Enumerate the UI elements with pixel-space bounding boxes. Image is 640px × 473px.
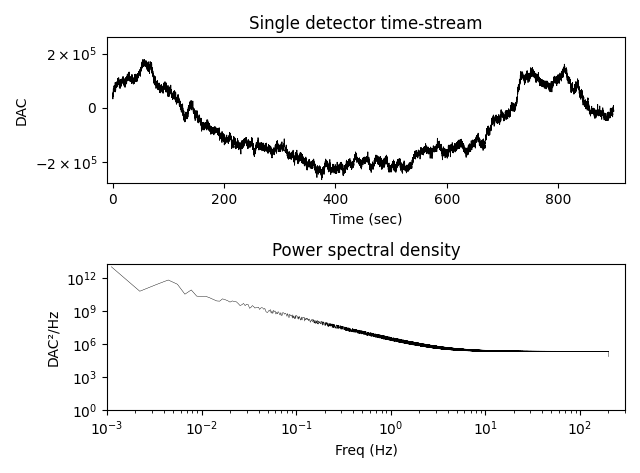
X-axis label: Freq (Hz): Freq (Hz)	[335, 444, 397, 458]
Title: Single detector time-stream: Single detector time-stream	[249, 15, 483, 33]
X-axis label: Time (sec): Time (sec)	[330, 213, 403, 227]
Title: Power spectral density: Power spectral density	[271, 242, 460, 260]
Y-axis label: DAC²/Hz: DAC²/Hz	[47, 308, 61, 366]
Y-axis label: DAC: DAC	[15, 96, 29, 125]
